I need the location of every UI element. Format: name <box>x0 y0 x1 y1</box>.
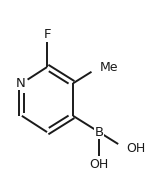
Text: N: N <box>15 77 25 90</box>
Text: OH: OH <box>89 158 109 171</box>
Text: OH: OH <box>126 142 145 155</box>
Text: B: B <box>94 126 104 139</box>
Text: Me: Me <box>100 61 118 74</box>
Text: F: F <box>43 28 51 41</box>
